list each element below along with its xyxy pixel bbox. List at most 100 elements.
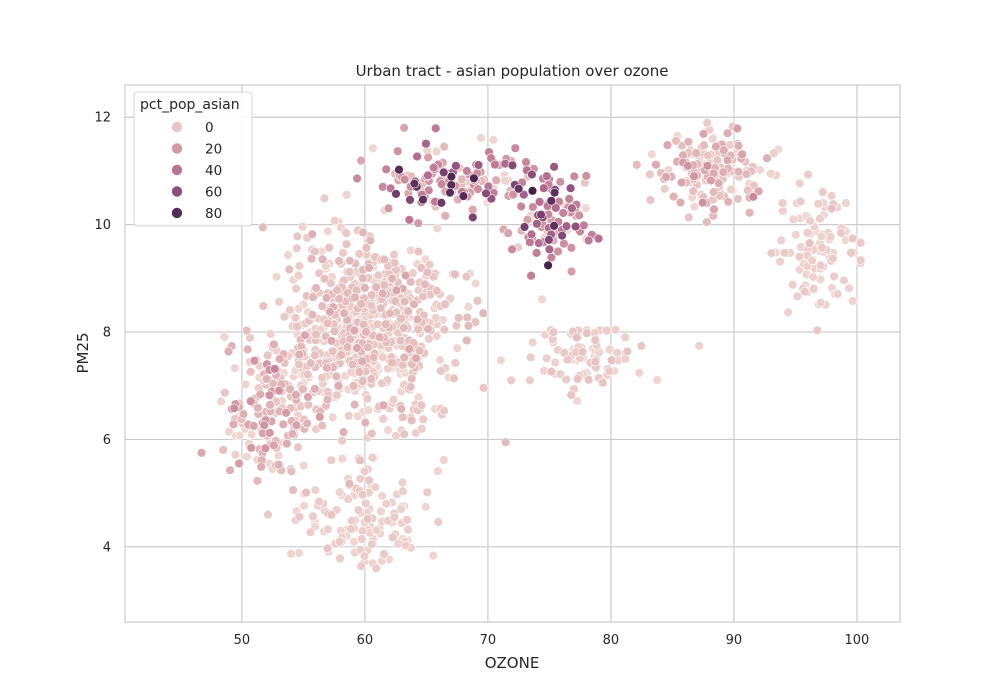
x-tick-label: 100 (845, 633, 870, 648)
scatter-point (334, 256, 344, 266)
scatter-point (365, 235, 376, 246)
scatter-point (409, 178, 420, 189)
scatter-point (446, 180, 456, 190)
scatter-point (353, 505, 364, 515)
scatter-point (815, 298, 826, 308)
scatter-point (328, 412, 338, 423)
scatter-point (357, 534, 367, 544)
scatter-point (549, 187, 560, 198)
scatter-point (326, 336, 337, 346)
scatter-point (230, 363, 240, 373)
scatter-point (317, 301, 327, 311)
scatter-point (275, 354, 285, 364)
scatter-point (303, 369, 313, 380)
scatter-point (549, 162, 559, 172)
scatter-point (322, 394, 333, 405)
scatter-point (324, 243, 334, 253)
legend-label: 0 (205, 120, 214, 136)
scatter-point (389, 512, 400, 522)
scatter-point (462, 335, 472, 346)
scatter-point (570, 221, 581, 232)
scatter-point (808, 272, 818, 282)
scatter-point (646, 149, 657, 159)
scatter-point (478, 308, 488, 318)
scatter-point (527, 169, 537, 180)
scatter-point (223, 346, 234, 357)
scatter-point (636, 341, 647, 351)
scatter-point (418, 414, 428, 425)
scatter-point (703, 150, 713, 161)
scatter-point (294, 261, 305, 271)
legend-marker (171, 185, 183, 198)
scatter-point (813, 199, 823, 209)
scatter-point (341, 228, 351, 238)
scatter-point (352, 343, 362, 353)
scatter-point (557, 230, 567, 241)
scatter-point (332, 285, 342, 295)
scatter-point (358, 273, 368, 283)
scatter-point (325, 307, 335, 317)
scatter-point (402, 515, 412, 525)
scatter-point (263, 509, 273, 520)
scatter-point (804, 238, 815, 248)
scatter-point (722, 128, 733, 138)
scatter-point (439, 455, 449, 465)
scatter-point (521, 157, 531, 167)
scatter-point (398, 486, 408, 496)
scatter-point (360, 417, 371, 428)
scatter-point (435, 355, 445, 365)
scatter-point (371, 525, 382, 536)
scatter-point (694, 341, 704, 351)
legend-title: pct_pop_asian (140, 97, 240, 113)
scatter-point (249, 355, 260, 366)
scatter-point (317, 254, 328, 264)
scatter-point (379, 280, 389, 290)
scatter-point (274, 385, 284, 396)
scatter-point (476, 133, 486, 143)
scatter-point (303, 400, 313, 410)
scatter-point (612, 348, 622, 358)
scatter-point (379, 549, 389, 559)
scatter-point (228, 419, 239, 429)
scatter-point (549, 221, 559, 231)
scatter-point (423, 152, 433, 163)
scatter-point (333, 381, 344, 391)
scatter-point (577, 347, 588, 357)
scatter-point (463, 321, 474, 331)
scatter-point (432, 223, 442, 234)
scatter-point (450, 358, 460, 368)
scatter-point (661, 172, 671, 182)
scatter-point (399, 296, 410, 307)
scatter-point (634, 368, 644, 378)
y-tick-label: 12 (94, 111, 111, 126)
scatter-point (583, 235, 594, 246)
scatter-point (413, 324, 423, 334)
scatter-point (458, 191, 469, 201)
chart-title: Urban tract - asian population over ozon… (356, 62, 669, 80)
scatter-point (406, 245, 416, 256)
scatter-point (301, 487, 311, 498)
scatter-point (702, 217, 712, 227)
scatter-point (709, 204, 719, 215)
scatter-point (794, 251, 805, 262)
scatter-point (817, 187, 828, 197)
scatter-point (417, 424, 427, 434)
scatter-point (387, 273, 397, 284)
scatter-point (278, 419, 288, 429)
scatter-point (815, 214, 825, 224)
scatter-point (778, 206, 788, 216)
scatter-point (451, 320, 462, 331)
scatter-point (294, 349, 304, 360)
scatter-point (354, 367, 365, 377)
scatter-point (788, 214, 798, 225)
scatter-point (445, 187, 455, 198)
legend-marker (171, 142, 183, 155)
scatter-point (407, 415, 417, 426)
scatter-point (528, 202, 538, 212)
scatter-point (305, 527, 316, 537)
scatter-point (525, 237, 535, 247)
scatter-point (733, 194, 743, 204)
scatter-point (322, 318, 333, 329)
scatter-point (719, 145, 729, 155)
scatter-point (473, 184, 483, 194)
